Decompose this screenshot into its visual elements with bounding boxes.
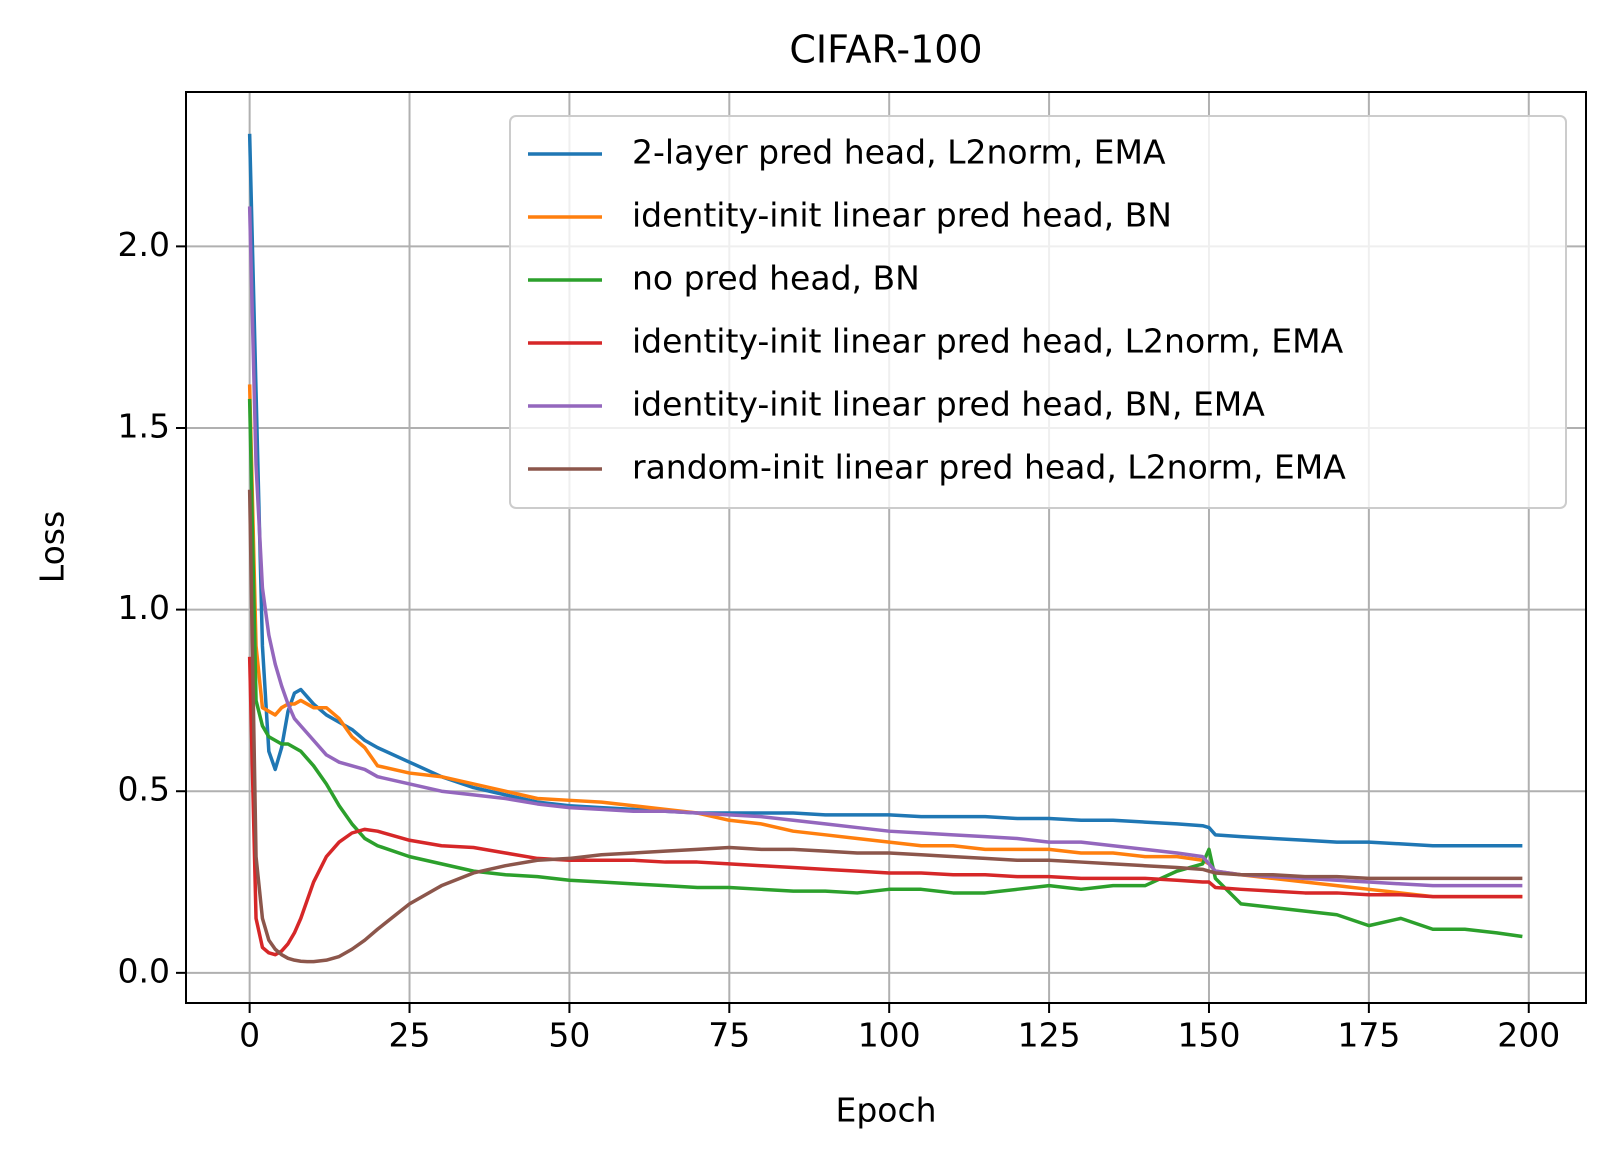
series-line xyxy=(247,398,1523,939)
y-tick-label: 2.0 xyxy=(118,225,170,264)
x-axis-label: Epoch xyxy=(835,1091,936,1130)
legend-label: no pred head, BN xyxy=(632,259,920,298)
x-tick-label: 0 xyxy=(239,1016,260,1055)
x-tick-label: 100 xyxy=(858,1016,921,1055)
legend: 2-layer pred head, L2norm, EMA identity-i… xyxy=(509,115,1567,509)
legend-box xyxy=(509,115,1567,509)
y-tick-label: 1.5 xyxy=(118,406,170,445)
series-line xyxy=(247,133,1523,848)
y-tick-label: 1.0 xyxy=(118,588,170,627)
legend-label: identity-init linear pred head, BN xyxy=(632,196,1172,235)
chart-title: CIFAR-100 xyxy=(789,28,982,72)
legend-label: identity-init linear pred head, BN, EMA xyxy=(632,385,1265,424)
x-tick-label: 50 xyxy=(548,1016,590,1055)
x-tick-label: 150 xyxy=(1177,1016,1240,1055)
plot-frame xyxy=(185,91,1587,1004)
legend-label: 2-layer pred head, L2norm, EMA xyxy=(632,133,1166,172)
y-tick-label: 0.5 xyxy=(118,770,170,809)
x-tick-label: 175 xyxy=(1337,1016,1400,1055)
legend-label: random-init linear pred head, L2norm, EM… xyxy=(632,448,1346,487)
y-axis-label: Loss xyxy=(33,511,72,583)
y-tick-label: 0.0 xyxy=(118,951,170,990)
series-line xyxy=(247,489,1523,964)
x-tick-label: 125 xyxy=(1018,1016,1081,1055)
legend-label: identity-init linear pred head, L2norm, … xyxy=(632,322,1344,361)
series-line xyxy=(247,656,1523,957)
x-tick-label: 75 xyxy=(708,1016,750,1055)
x-tick-label: 25 xyxy=(389,1016,431,1055)
x-tick-label: 200 xyxy=(1497,1016,1560,1055)
